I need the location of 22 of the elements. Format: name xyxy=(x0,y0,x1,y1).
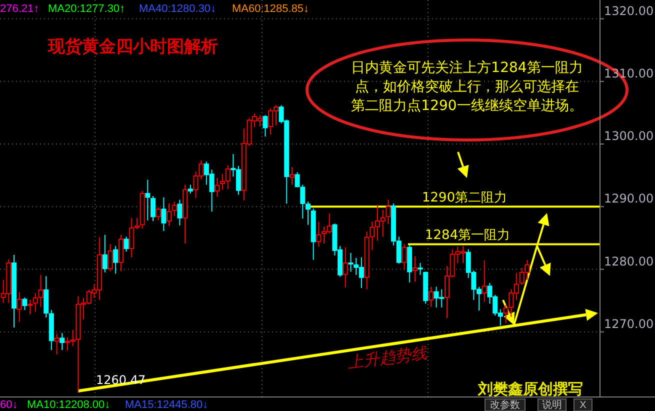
ref-line-label: 1284第一阻力 xyxy=(425,228,510,244)
text: MA15:12445.80↓ xyxy=(125,399,208,411)
annotation: 1260.47 xyxy=(96,373,146,387)
y-tick-label: 1290.00 xyxy=(604,192,654,206)
annotation: 276.21↑ xyxy=(0,3,40,15)
annotation: MA40:1280.30↓ xyxy=(139,3,216,15)
y-tick-label: 1270.00 xyxy=(604,316,654,331)
text: 改参数 xyxy=(490,399,520,411)
annotation: MA20:1277.30↑ xyxy=(48,3,126,15)
annotation: MA60:1285.85↓ xyxy=(232,3,310,15)
text: MA10:12208.00↓ xyxy=(27,399,110,411)
ref-line-label: 1290第二阻力 xyxy=(422,190,508,206)
y-tick-label: 1280.00 xyxy=(604,254,654,268)
text: 说明 xyxy=(542,399,562,411)
annotation: 刘樊鑫原创撰写 xyxy=(477,380,583,398)
text: 60↓ xyxy=(0,399,18,411)
annotation: 上升趋势线 xyxy=(346,344,429,372)
text: X xyxy=(580,400,587,411)
text: 现货黄金四小时图解析 xyxy=(47,37,218,56)
annotation: 日内黄金可先关注上方1284第一阻力点，如价格突破上行，那么可选择在第二阻力点1290一线继续空单进场。 xyxy=(351,60,583,114)
y-tick-label: 1320.00 xyxy=(604,4,654,18)
y-tick-label: 1300.00 xyxy=(604,129,654,144)
